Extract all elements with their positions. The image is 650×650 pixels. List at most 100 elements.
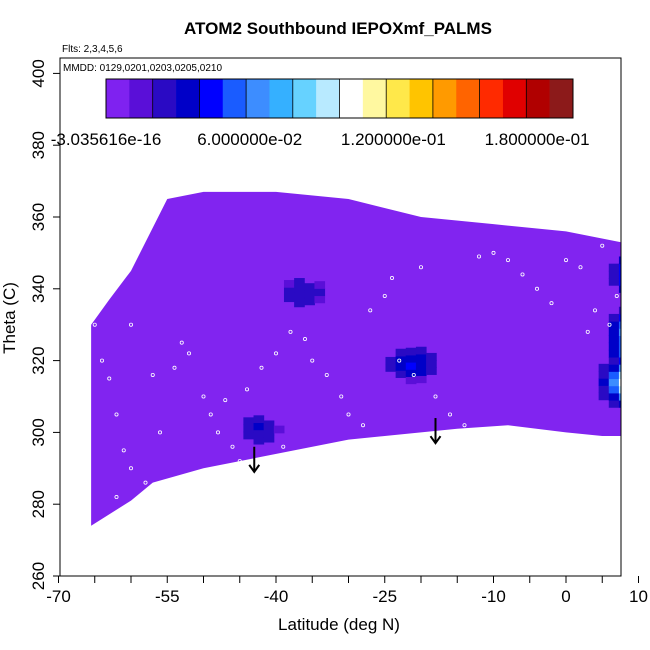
heatmap-cell — [629, 364, 640, 372]
observation-point — [644, 395, 647, 398]
colorbar-segment — [176, 79, 200, 118]
observation-point — [150, 372, 155, 377]
y-tick-label: 300 — [29, 418, 48, 446]
y-tick-label: 340 — [29, 275, 48, 303]
heatmap-cell — [618, 306, 621, 315]
heatmap-cell — [629, 264, 640, 272]
x-tick-label: -10 — [481, 587, 506, 606]
heatmap-cell — [618, 349, 621, 358]
heatmap-cell — [608, 385, 620, 394]
heatmap-cell — [618, 357, 621, 365]
heatmap-cell — [426, 367, 437, 375]
chart-title: ATOM2 Southbound IEPOXmf_PALMS — [184, 19, 492, 38]
observation-point — [172, 365, 177, 370]
observation-point — [339, 394, 344, 399]
heatmap-cell — [405, 362, 417, 370]
heatmap-cell — [629, 314, 640, 322]
heatmap-cell — [426, 352, 437, 361]
heatmap-cell — [629, 386, 640, 394]
observation-point — [622, 258, 625, 261]
colorbar-segment — [502, 79, 527, 118]
heatmap-cell — [608, 364, 620, 372]
heatmap-cell — [629, 335, 640, 343]
heatmap-cell — [243, 424, 255, 433]
observation-point — [281, 444, 286, 449]
x-tick-label: 10 — [629, 587, 648, 606]
observation-point — [600, 243, 605, 248]
heatmap-cell — [415, 368, 427, 376]
colorbar-tick-label: 1.800000e-01 — [485, 130, 590, 149]
x-axis-label: Latitude (deg N) — [278, 615, 400, 634]
heatmap-cell — [294, 285, 305, 293]
heatmap-cell — [415, 353, 427, 362]
heatmap-cell — [618, 313, 621, 322]
observation-point — [520, 272, 525, 277]
heatmap-cell — [639, 328, 650, 336]
heatmap-cell — [415, 375, 427, 384]
heatmap-cell — [608, 342, 620, 351]
heatmap-cell — [415, 361, 427, 369]
heatmap-cell — [618, 263, 621, 272]
observation-point — [389, 276, 394, 281]
heatmap-cell — [618, 371, 621, 380]
observation-point — [114, 495, 119, 500]
heatmap-cell — [385, 356, 397, 365]
heatmap-cell — [304, 283, 315, 291]
colorbar-segment — [456, 79, 480, 118]
heatmap-cell — [629, 278, 640, 286]
y-axis: 260 280 300 320 340 360 380 400 — [29, 59, 60, 590]
heatmap-cell — [294, 278, 305, 286]
observation-point — [505, 258, 510, 263]
heatmap-cell — [639, 350, 650, 358]
observation-point — [107, 376, 112, 381]
colorbar-tick-label: 1.200000e-01 — [341, 130, 446, 149]
heatmap-cell — [639, 321, 650, 329]
heatmap-cell — [639, 343, 650, 351]
heatmap-cell — [629, 328, 640, 336]
colorbar-segment — [106, 79, 130, 118]
observation-point — [622, 352, 625, 355]
colorbar-segment — [479, 79, 504, 118]
heatmap-cell — [639, 264, 650, 272]
x-tick-label: -40 — [264, 587, 289, 606]
x-tick-label: -25 — [372, 587, 397, 606]
heatmap-cell — [639, 307, 650, 315]
heatmap-cell — [629, 321, 640, 329]
observation-point — [549, 301, 554, 306]
heatmap-cell — [243, 431, 255, 440]
heatmap-cell — [395, 370, 407, 378]
heatmap-cell — [618, 285, 621, 293]
heatmap-cell — [629, 343, 640, 351]
mmdd-label: MMDD: 0129,0201,0203,0205,0210 — [63, 63, 222, 74]
observation-point — [273, 351, 278, 356]
heatmap-cell — [314, 281, 326, 289]
heatmap-background — [91, 191, 621, 526]
observation-point — [368, 308, 373, 313]
heatmap-cell — [618, 342, 621, 351]
observation-point — [630, 366, 633, 369]
observation-point — [397, 358, 402, 363]
heatmap-cell — [608, 278, 620, 286]
heatmap-cell — [618, 328, 621, 336]
heatmap-cell — [639, 400, 650, 408]
heatmap-cell — [618, 278, 621, 286]
colorbar-segment — [339, 79, 364, 118]
colorbar-segment — [549, 79, 574, 118]
heatmap-cell — [629, 393, 640, 401]
heatmap-cell — [385, 364, 397, 372]
heatmap-cell — [629, 357, 640, 365]
heatmap-cell — [618, 400, 621, 408]
heatmap-cell — [304, 297, 315, 306]
heatmap-cell — [639, 357, 650, 365]
colorbar-segment — [526, 79, 550, 118]
observation-point — [346, 444, 351, 449]
y-tick-label: 360 — [29, 203, 48, 231]
plot-frame — [59, 57, 622, 577]
heatmap-cell — [294, 292, 305, 301]
observation-point — [637, 373, 640, 376]
heatmap-cell — [639, 386, 650, 394]
heatmap-cell — [639, 371, 650, 379]
observation-point — [418, 265, 423, 270]
observation-point — [346, 412, 351, 417]
